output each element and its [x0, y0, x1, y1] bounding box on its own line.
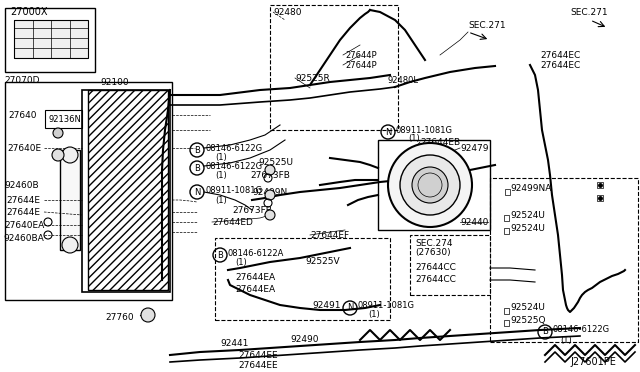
Text: N: N: [347, 304, 353, 312]
Bar: [410, 235, 490, 295]
Text: 08146-6122A: 08146-6122A: [228, 248, 284, 257]
Text: 27673FB: 27673FB: [232, 205, 272, 215]
Text: 92440: 92440: [460, 218, 488, 227]
Bar: [504, 215, 509, 221]
Text: 27000X: 27000X: [10, 7, 47, 17]
Circle shape: [62, 147, 78, 163]
Circle shape: [412, 167, 448, 203]
Circle shape: [388, 143, 472, 227]
Bar: [597, 182, 603, 188]
Text: 92460B: 92460B: [4, 180, 38, 189]
Text: 08911-1081G: 08911-1081G: [396, 125, 453, 135]
Text: 27644CC: 27644CC: [415, 276, 456, 285]
Text: 27640EA: 27640EA: [4, 221, 44, 230]
Text: 27644EA: 27644EA: [235, 273, 275, 282]
Circle shape: [53, 128, 63, 138]
Bar: [597, 195, 603, 201]
Text: SEC.274: SEC.274: [415, 238, 452, 247]
Text: 08911-1081G: 08911-1081G: [358, 301, 415, 311]
Bar: [5, 82, 172, 300]
Text: 27644P: 27644P: [345, 51, 376, 60]
Text: 92525U: 92525U: [258, 157, 293, 167]
Text: 08911-1081G: 08911-1081G: [206, 186, 263, 195]
Bar: [45, 110, 82, 128]
Text: 92525Q: 92525Q: [510, 315, 545, 324]
Text: B: B: [542, 327, 548, 337]
Text: 92136N: 92136N: [48, 115, 81, 124]
Text: 92524U: 92524U: [510, 304, 545, 312]
Text: N: N: [385, 128, 391, 137]
Bar: [504, 308, 509, 314]
Text: 27644EE: 27644EE: [238, 360, 278, 369]
Text: (1): (1): [215, 153, 227, 161]
Text: 92480: 92480: [273, 7, 301, 16]
Circle shape: [62, 237, 78, 253]
Bar: [5, 8, 95, 72]
Text: 27760: 27760: [105, 314, 134, 323]
Text: 92525V: 92525V: [305, 257, 340, 266]
Bar: [378, 140, 490, 230]
Text: 92525R: 92525R: [295, 74, 330, 83]
Text: 27644EC: 27644EC: [540, 51, 580, 60]
Text: 92441: 92441: [220, 339, 248, 347]
Text: 08146-6122G: 08146-6122G: [206, 144, 263, 153]
Text: 27070D: 27070D: [4, 76, 40, 84]
Text: 27644CC: 27644CC: [415, 263, 456, 273]
Bar: [60, 150, 80, 250]
Text: B: B: [217, 250, 223, 260]
Text: 92100: 92100: [100, 77, 129, 87]
Text: 92524U: 92524U: [510, 224, 545, 232]
Text: (1): (1): [560, 336, 572, 344]
Bar: [82, 90, 170, 292]
Text: 92524U: 92524U: [510, 211, 545, 219]
Text: J27601PE: J27601PE: [570, 357, 616, 367]
Circle shape: [400, 155, 460, 215]
Bar: [270, 5, 398, 130]
Bar: [88, 90, 168, 290]
Text: 27640E: 27640E: [7, 144, 41, 153]
Text: SEC.271: SEC.271: [468, 20, 506, 29]
Text: 27644E: 27644E: [6, 208, 40, 217]
Text: 27644E: 27644E: [6, 196, 40, 205]
Text: 27673FB: 27673FB: [250, 170, 290, 180]
Circle shape: [265, 165, 275, 175]
Bar: [504, 228, 509, 234]
Text: B: B: [194, 145, 200, 154]
Text: 27644ED: 27644ED: [212, 218, 253, 227]
Circle shape: [265, 210, 275, 220]
Text: (1): (1): [408, 134, 420, 142]
Bar: [14, 20, 88, 58]
Text: 92491: 92491: [312, 301, 340, 310]
Circle shape: [265, 190, 275, 200]
Text: 92479: 92479: [460, 144, 488, 153]
Text: B: B: [194, 164, 200, 173]
Text: SEC.271: SEC.271: [570, 7, 607, 16]
Text: (1): (1): [235, 259, 247, 267]
Text: 27644P: 27644P: [345, 61, 376, 70]
Text: (1): (1): [215, 196, 227, 205]
Text: 92499N: 92499N: [252, 187, 287, 196]
Circle shape: [52, 149, 64, 161]
Text: N: N: [194, 187, 200, 196]
Bar: [215, 238, 390, 320]
Text: 27644EA: 27644EA: [235, 285, 275, 295]
Text: (1): (1): [215, 170, 227, 180]
Text: 92490: 92490: [290, 336, 319, 344]
Text: 92499NA: 92499NA: [510, 183, 552, 192]
Text: 92460BA: 92460BA: [3, 234, 44, 243]
Text: 92480L: 92480L: [388, 76, 419, 84]
Text: 08146-6122G: 08146-6122G: [206, 161, 263, 170]
Bar: [504, 320, 509, 326]
Bar: [490, 178, 638, 342]
Text: 27644EE: 27644EE: [238, 350, 278, 359]
Text: 27644EC: 27644EC: [540, 61, 580, 70]
Bar: [506, 189, 511, 195]
Text: 27640: 27640: [8, 110, 36, 119]
Text: (27630): (27630): [415, 248, 451, 257]
Text: (1): (1): [368, 311, 380, 320]
Circle shape: [141, 308, 155, 322]
Text: 27644EF: 27644EF: [310, 231, 349, 240]
Text: 08146-6122G: 08146-6122G: [553, 326, 610, 334]
Text: 27644EB: 27644EB: [420, 138, 460, 147]
